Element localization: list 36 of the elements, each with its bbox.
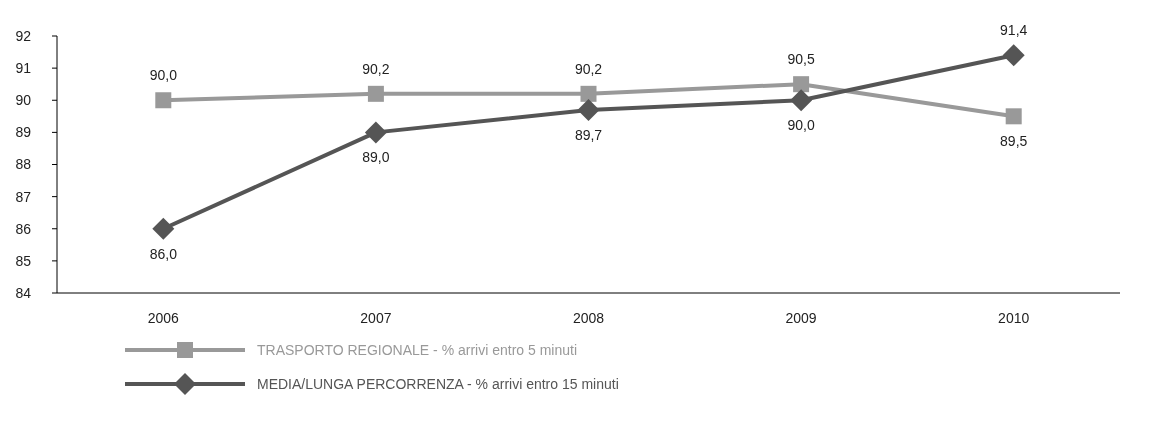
y-tick-label: 90 bbox=[15, 92, 32, 109]
x-tick-label: 2009 bbox=[785, 310, 817, 326]
point bbox=[580, 85, 597, 102]
data-label: 89,7 bbox=[574, 126, 603, 143]
point bbox=[364, 121, 387, 144]
x-tick-label: 2010 bbox=[998, 310, 1030, 326]
point bbox=[152, 217, 175, 240]
point bbox=[793, 76, 810, 93]
data-label: 89,0 bbox=[362, 149, 390, 166]
x-tick-label: 2006 bbox=[147, 310, 180, 326]
y-tick-label: 91 bbox=[15, 60, 32, 77]
y-tick-label: 92 bbox=[15, 27, 32, 44]
y-tick-label: 84 bbox=[15, 284, 32, 301]
data-label: 86,0 bbox=[149, 245, 178, 262]
y-tick-label: 88 bbox=[15, 156, 32, 173]
x-tick-label: 2007 bbox=[360, 310, 392, 326]
y-tick-label: 87 bbox=[15, 188, 32, 205]
data-label: 89,5 bbox=[1000, 133, 1028, 150]
data-label: 90,2 bbox=[362, 60, 390, 77]
point bbox=[1005, 108, 1022, 125]
point bbox=[577, 98, 600, 121]
data-label: 90,2 bbox=[574, 60, 603, 77]
data-label: 90,0 bbox=[149, 67, 178, 84]
data-label: 90,5 bbox=[787, 51, 815, 68]
y-tick-label: 86 bbox=[15, 220, 32, 237]
point bbox=[367, 85, 384, 102]
point bbox=[155, 92, 172, 109]
point bbox=[1002, 44, 1025, 67]
y-tick-label: 85 bbox=[15, 252, 32, 269]
x-tick-label: 2008 bbox=[572, 310, 605, 326]
data-label: 91,4 bbox=[1000, 22, 1028, 39]
point bbox=[790, 89, 813, 112]
y-tick-label: 89 bbox=[15, 124, 32, 141]
data-label: 90,0 bbox=[787, 117, 815, 134]
text: MEDIA/LUNGA PERCORRENZA - % arrivi entro 15 minuti bbox=[257, 375, 619, 392]
text: TRASPORTO REGIONALE - % arrivi entro 5 minuti bbox=[257, 341, 578, 358]
